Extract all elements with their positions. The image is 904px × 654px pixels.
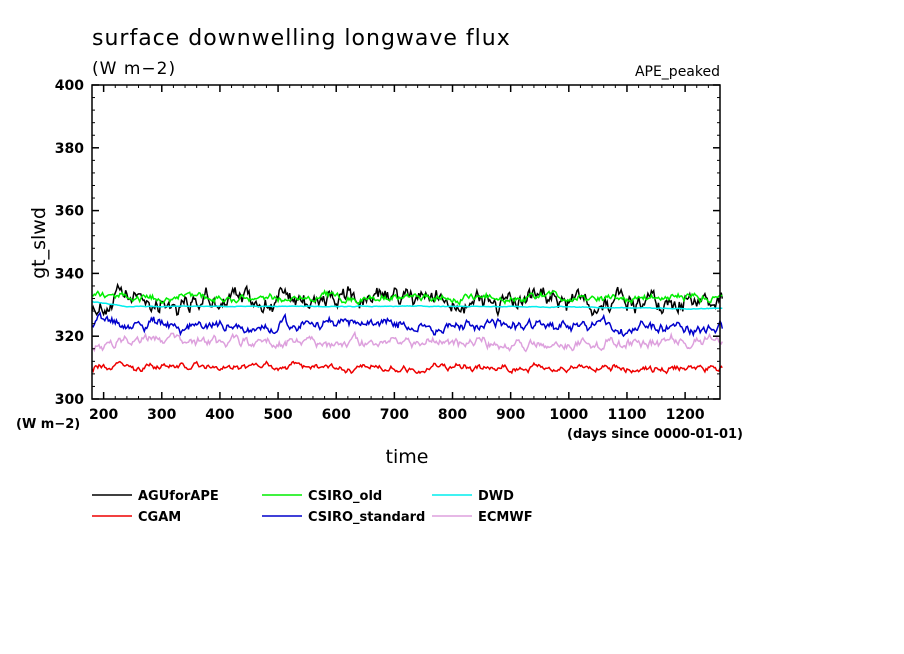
plot-frame — [91, 84, 721, 400]
x-tick-label: 700 — [380, 407, 409, 423]
plot-lines — [91, 282, 724, 375]
legend: AGUforAPE CSIRO_old DWD CGAM CSIRO_standard E… — [92, 489, 533, 525]
chart-title: surface downwelling longwave flux — [92, 26, 511, 51]
legend-label-AGUforAPE: AGUforAPE — [138, 489, 219, 504]
legend-label-CSIRO_old: CSIRO_old — [308, 489, 382, 504]
ticks: 300 320 340 360 380 400 200 300 400 500 600 700 800 9… — [55, 78, 721, 423]
x-axis-label: time — [386, 446, 429, 468]
x-tick-label: 800 — [438, 407, 467, 423]
x-tick-label: 400 — [205, 407, 234, 423]
legend-label-ECMWF: ECMWF — [478, 510, 533, 525]
y-tick-label: 300 — [55, 392, 84, 408]
series-line-CSIRO_standard — [91, 311, 724, 338]
y-tick-label: 320 — [55, 329, 84, 345]
x-axis-unit: (days since 0000-01-01) — [567, 427, 743, 442]
legend-label-CGAM: CGAM — [138, 510, 181, 525]
x-tick-label: 300 — [147, 407, 176, 423]
series-line-DWD — [92, 301, 723, 310]
x-tick-label: 200 — [89, 407, 118, 423]
y-axis-unit: (W m−2) — [16, 417, 80, 432]
x-tick-label: 1100 — [607, 407, 646, 423]
series-line-ECMWF — [91, 330, 723, 353]
experiment-label: APE_peaked — [635, 64, 720, 80]
y-tick-label: 340 — [55, 266, 84, 282]
series-line-CSIRO_old — [91, 289, 723, 306]
y-tick-label: 360 — [55, 204, 84, 220]
series-line-AGUforAPE — [91, 282, 724, 318]
x-tick-label: 1200 — [666, 407, 705, 423]
x-tick-label: 1000 — [549, 407, 588, 423]
x-tick-label: 600 — [322, 407, 351, 423]
y-tick-label: 400 — [55, 78, 84, 94]
legend-label-CSIRO_standard: CSIRO_standard — [308, 510, 425, 525]
legend-label-DWD: DWD — [478, 489, 514, 504]
y-axis-label: gt_slwd — [28, 207, 50, 279]
x-tick-label: 500 — [263, 407, 292, 423]
y-tick-label: 380 — [55, 141, 84, 157]
x-tick-label: 900 — [496, 407, 525, 423]
series-line-CGAM — [91, 360, 723, 375]
axes — [91, 84, 721, 400]
chart-units: (W m−2) — [92, 59, 176, 79]
